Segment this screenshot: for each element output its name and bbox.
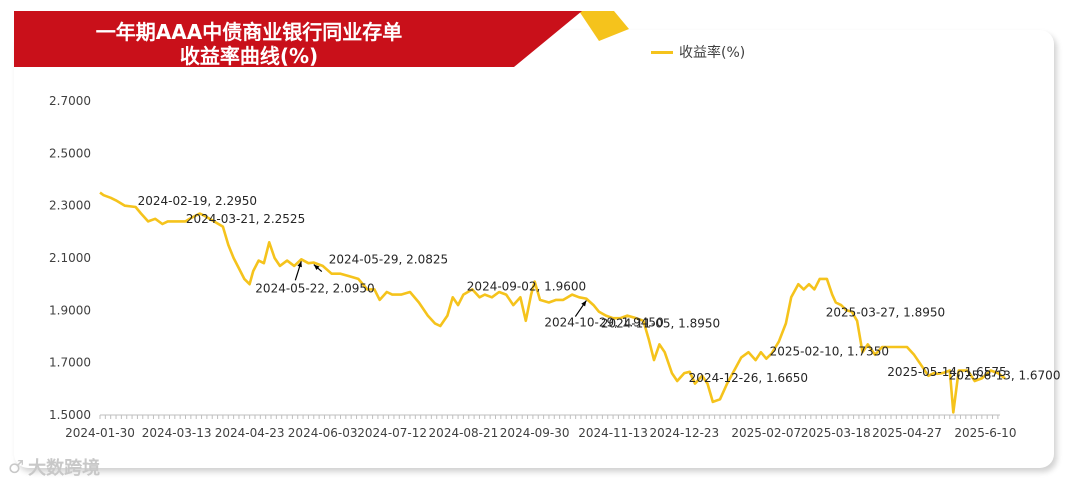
data-label: 2024-11-05, 1.8950 xyxy=(601,317,720,331)
data-label: 2025-6-13, 1.6700 xyxy=(949,369,1061,383)
x-tick-label: 2024-08-21 xyxy=(429,426,499,440)
data-label: 2025-03-27, 1.8950 xyxy=(826,306,945,320)
series-line xyxy=(99,191,1006,414)
banner-red xyxy=(14,11,582,67)
annotation-arrowhead xyxy=(297,261,302,268)
legend-swatch xyxy=(651,50,673,54)
x-tick-label: 2025-6-10 xyxy=(954,426,1016,440)
data-label: 2025-05-14, 1.6575 xyxy=(887,365,1006,379)
y-tick-label: 2.7000 xyxy=(49,94,91,108)
chart-title-line2: 收益率曲线(%) xyxy=(179,44,319,68)
data-label: 2024-05-29, 2.0825 xyxy=(329,253,448,267)
data-label: 2024-10-29, 1.9450 xyxy=(544,316,663,330)
watermark-text: 大数跨境 xyxy=(28,458,101,479)
y-tick-label: 2.5000 xyxy=(49,146,91,160)
title-banner-shape xyxy=(14,11,629,67)
annotation-arrowhead xyxy=(313,264,320,270)
watermark: ♂ 大数跨境 xyxy=(8,454,100,480)
y-tick-label: 2.1000 xyxy=(49,251,91,265)
chart-title-line1: 一年期AAA中债商业银行同业存单 xyxy=(95,20,403,44)
data-label: 2024-02-19, 2.2950 xyxy=(138,194,257,208)
chart-legend: 收益率(%) xyxy=(651,42,745,62)
banner-accent xyxy=(579,11,629,41)
y-tick-label: 2.3000 xyxy=(49,199,91,213)
data-label: 2025-02-10, 1.7350 xyxy=(770,345,889,359)
y-tick-label: 1.9000 xyxy=(49,303,91,317)
x-tick-label: 2024-09-30 xyxy=(500,426,570,440)
annotation-arrowhead xyxy=(581,300,587,307)
x-tick-label: 2024-11-13 xyxy=(578,426,648,440)
data-label: 2024-05-22, 2.0950 xyxy=(255,281,374,295)
data-label: 2024-12-26, 1.6650 xyxy=(689,371,808,385)
data-label: 2024-09-02, 1.9600 xyxy=(467,280,586,294)
y-tick-label: 1.7000 xyxy=(49,356,91,370)
x-tick-label: 2024-07-12 xyxy=(357,426,427,440)
title-banner: 一年期AAA中债商业银行同业存单 收益率曲线(%) xyxy=(14,11,629,68)
chart-title: 一年期AAA中债商业银行同业存单 收益率曲线(%) xyxy=(14,20,484,68)
y-tick-label: 1.5000 xyxy=(49,408,91,422)
x-tick-label: 2024-12-23 xyxy=(649,426,719,440)
x-tick-label: 2025-03-18 xyxy=(801,426,871,440)
x-tick-label: 2024-04-23 xyxy=(215,426,285,440)
chart-card xyxy=(14,30,1054,468)
x-tick-label: 2025-02-07 xyxy=(731,426,801,440)
data-label: 2024-03-21, 2.2525 xyxy=(186,212,305,226)
legend-label: 收益率(%) xyxy=(679,45,746,61)
watermark-logo-icon: ♂ xyxy=(8,456,25,478)
x-tick-label: 2024-06-03 xyxy=(288,426,358,440)
x-tick-label: 2024-03-13 xyxy=(142,426,212,440)
x-tick-label: 2024-01-30 xyxy=(65,426,135,440)
x-tick-label: 2025-04-27 xyxy=(872,426,942,440)
